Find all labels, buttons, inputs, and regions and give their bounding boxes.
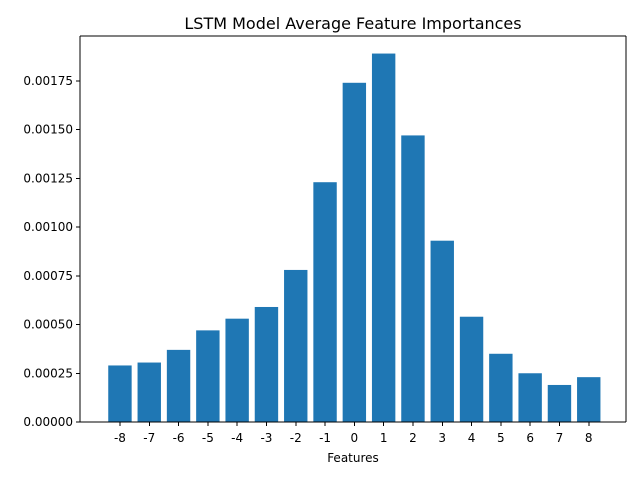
y-axis: 0.00000 0.00025 0.00050 0.00075 0.00100 0.001… (23, 74, 80, 429)
y-tick-label: 0.00025 (23, 366, 73, 380)
x-tick-label: -5 (202, 431, 214, 445)
x-tick-label: 8 (585, 431, 593, 445)
bar-feature-5 (489, 353, 513, 422)
y-tick-label: 0.00100 (23, 220, 73, 234)
bar-feature-3 (430, 240, 454, 422)
x-tick-label: 5 (497, 431, 505, 445)
bar-feature-6 (518, 373, 542, 422)
x-tick-label: -6 (173, 431, 185, 445)
bar-feature--7 (137, 362, 161, 422)
chart-title: LSTM Model Average Feature Importances (184, 14, 521, 33)
bar-feature-2 (401, 135, 425, 423)
y-tick-label: 0.00000 (23, 415, 73, 429)
y-tick-label: 0.00175 (23, 74, 73, 88)
x-tick-label: 3 (438, 431, 446, 445)
bars (108, 53, 601, 423)
bar-feature--2 (284, 269, 308, 422)
bar-feature--5 (196, 330, 220, 422)
x-tick-label: -3 (260, 431, 272, 445)
bar-feature--4 (225, 318, 249, 422)
bar-feature--1 (313, 182, 337, 422)
bar-feature-1 (371, 53, 396, 423)
y-tick-label: 0.00150 (23, 123, 73, 137)
x-tick-label: 7 (556, 431, 564, 445)
bar-feature-7 (547, 384, 572, 422)
bar-feature-4 (459, 316, 484, 422)
bar-feature--6 (166, 349, 191, 422)
x-tick-label: 1 (380, 431, 388, 445)
x-tick-label: -1 (319, 431, 331, 445)
x-tick-label: 0 (351, 431, 359, 445)
y-tick-label: 0.00075 (23, 269, 73, 283)
bar-feature--3 (254, 306, 279, 422)
bar-feature--8 (108, 365, 132, 422)
bar-feature-8 (577, 377, 601, 422)
bar-feature-0 (342, 82, 367, 422)
x-axis-label: Features (327, 451, 379, 465)
y-tick-label: 0.00125 (23, 171, 73, 185)
x-tick-label: -2 (290, 431, 302, 445)
x-tick-label: -7 (143, 431, 155, 445)
x-tick-label: 2 (409, 431, 417, 445)
x-tick-label: -8 (114, 431, 126, 445)
y-tick-label: 0.00050 (23, 318, 73, 332)
x-tick-label: 4 (468, 431, 476, 445)
x-tick-label: -4 (231, 431, 243, 445)
x-tick-label: 6 (526, 431, 534, 445)
x-axis: -8 -7 -6 -5 -4 -3 -2 -1 0 1 2 3 4 5 6 7 8 (114, 422, 593, 445)
